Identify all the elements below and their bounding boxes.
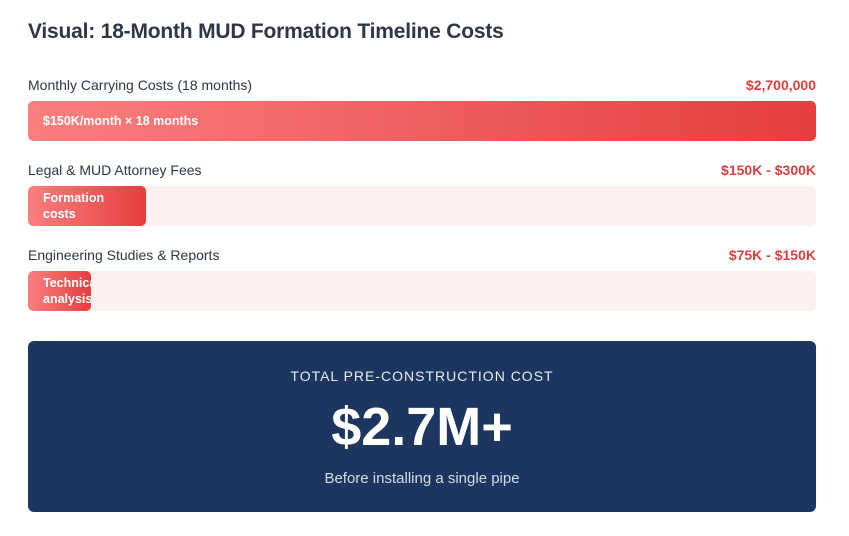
bar-fill-text: $150K/month × 18 months <box>43 114 199 128</box>
bar-fill-text: Technical analysis <box>43 276 91 306</box>
bar-label: Legal & MUD Attorney Fees <box>28 162 202 178</box>
total-label: TOTAL PRE-CONSTRUCTION COST <box>290 368 554 384</box>
total-cost-card: TOTAL PRE-CONSTRUCTION COST $2.7M+ Befor… <box>28 341 816 512</box>
bar-track: Formation costs <box>28 186 816 226</box>
bar-row-engineering: Engineering Studies & Reports $75K - $15… <box>28 247 816 311</box>
bar-value: $150K - $300K <box>721 162 816 178</box>
total-subtitle: Before installing a single pipe <box>324 470 520 487</box>
bar-row-legal-fees: Legal & MUD Attorney Fees $150K - $300K … <box>28 162 816 226</box>
bar-fill: Formation costs <box>28 186 146 226</box>
bar-track: Technical analysis <box>28 271 816 311</box>
bar-fill: Technical analysis <box>28 271 91 311</box>
bar-row-carrying-costs: Monthly Carrying Costs (18 months) $2,70… <box>28 77 816 141</box>
bar-fill: $150K/month × 18 months <box>28 101 816 141</box>
bar-fill-text: Formation costs <box>43 191 105 221</box>
bar-value: $2,700,000 <box>745 77 816 93</box>
total-value: $2.7M+ <box>331 397 513 457</box>
bar-label: Engineering Studies & Reports <box>28 247 220 263</box>
chart-title: Visual: 18-Month MUD Formation Timeline … <box>28 20 504 43</box>
bar-value: $75K - $150K <box>728 247 816 263</box>
bar-track: $150K/month × 18 months <box>28 101 816 141</box>
bar-label: Monthly Carrying Costs (18 months) <box>28 77 253 93</box>
